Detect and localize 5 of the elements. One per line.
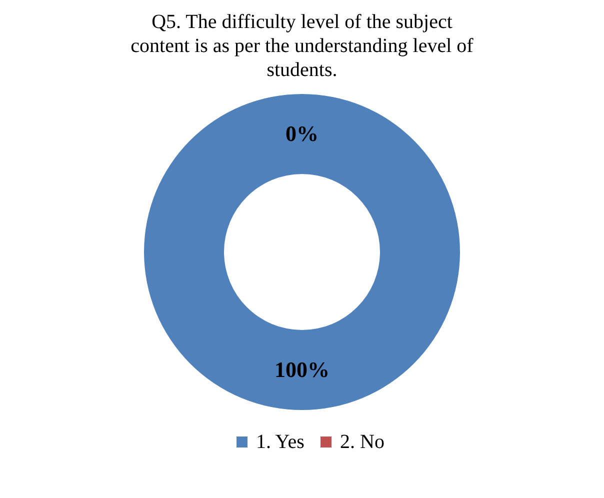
data-label: 100% [274, 357, 330, 382]
legend-label: 1. Yes [256, 431, 305, 453]
legend-label: 2. No [340, 431, 384, 453]
chart-title: Q5. The difficulty level of the subject content is as per the understanding level of students. [130, 11, 474, 81]
text: 0% [286, 121, 318, 146]
